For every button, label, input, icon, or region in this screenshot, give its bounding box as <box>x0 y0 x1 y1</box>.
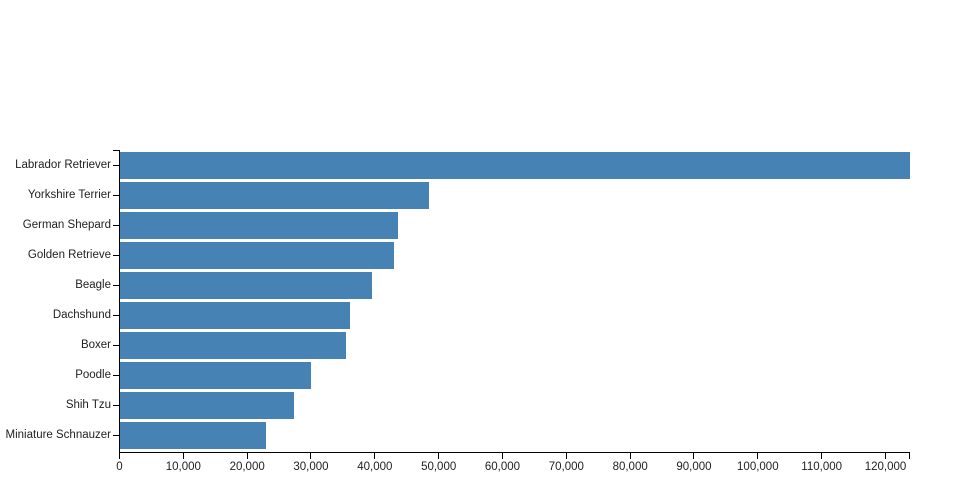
bar <box>120 421 267 449</box>
x-tick <box>246 453 248 459</box>
x-tick-label: 80,000 <box>612 461 648 473</box>
y-tick-label: German Shepard <box>22 219 111 231</box>
x-tick <box>693 453 695 459</box>
x-tick <box>374 453 376 459</box>
x-tick-label: 110,000 <box>801 461 843 473</box>
y-tick <box>113 314 119 316</box>
x-tick <box>119 453 120 459</box>
y-tick-label: Dachshund <box>52 309 111 321</box>
x-tick-label: 60,000 <box>484 461 521 473</box>
x-tick <box>821 453 823 459</box>
x-tick <box>629 453 631 459</box>
x-tick-label: 100,000 <box>737 461 779 473</box>
y-tick <box>113 164 119 166</box>
y-axis-outer-tick <box>113 150 119 151</box>
bar <box>120 241 395 269</box>
y-tick <box>113 344 119 346</box>
y-tick <box>113 284 119 286</box>
bar <box>120 271 373 299</box>
x-tick <box>310 453 312 459</box>
y-tick <box>113 194 119 196</box>
y-tick-label: Miniature Schnauzer <box>5 429 111 441</box>
y-tick-label: Yorkshire Terrier <box>27 189 111 201</box>
x-tick-label: 40,000 <box>357 461 393 473</box>
y-tick <box>113 404 119 406</box>
y-tick-label: Golden Retrieve <box>27 249 111 261</box>
y-tick <box>113 434 119 436</box>
x-tick <box>565 453 567 459</box>
x-tick-label: 90,000 <box>676 461 712 473</box>
y-tick-label: Boxer <box>80 339 111 351</box>
y-tick-label: Labrador Retriever <box>15 159 111 171</box>
x-tick-label: 70,000 <box>548 461 584 473</box>
x-tick-label: 20,000 <box>229 461 265 473</box>
x-axis-outer-tick <box>909 453 910 459</box>
bar <box>120 361 312 389</box>
bar <box>120 301 350 329</box>
y-tick <box>113 224 119 226</box>
x-tick <box>438 453 440 459</box>
x-tick <box>884 453 886 459</box>
x-tick-label: 30,000 <box>293 461 329 473</box>
bar <box>120 391 295 419</box>
x-tick <box>501 453 503 459</box>
y-tick <box>113 374 119 376</box>
y-tick-label: Poodle <box>75 369 111 381</box>
x-tick <box>182 453 184 459</box>
bar <box>120 211 399 239</box>
y-axis-line <box>119 150 120 453</box>
x-axis-line <box>119 452 910 453</box>
x-tick-label: 120,000 <box>864 461 907 473</box>
y-tick <box>113 254 119 256</box>
x-tick <box>757 453 759 459</box>
y-tick-label: Beagle <box>75 279 111 291</box>
x-tick-label: 0 <box>116 461 123 473</box>
x-tick-label: 50,000 <box>421 461 457 473</box>
y-tick-label: Shih Tzu <box>65 399 111 411</box>
bar <box>120 181 429 209</box>
bar <box>120 151 910 179</box>
x-tick-label: 10,000 <box>165 461 201 473</box>
bar <box>120 331 346 359</box>
